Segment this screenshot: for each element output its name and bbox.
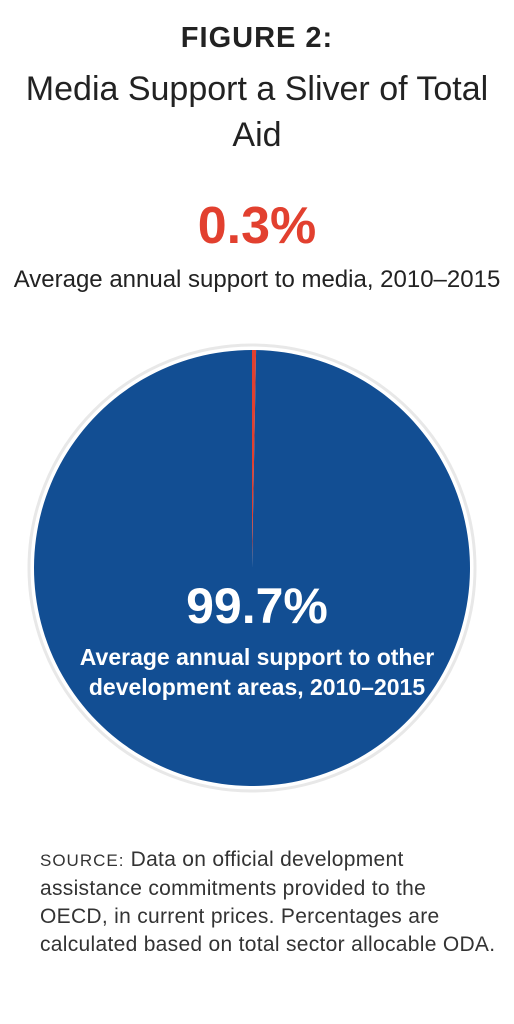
pie-slices <box>34 350 471 786</box>
chart-title: Media Support a Sliver of Total Aid <box>25 70 489 154</box>
media-slice-label: Average annual support to media, 2010–20… <box>13 266 501 293</box>
other-slice-label: Average annual support to other developm… <box>79 644 435 700</box>
other-slice-percent: 99.7% <box>186 578 328 634</box>
source-prefix: SOURCE: <box>40 851 125 870</box>
figure-label: FIGURE 2: <box>180 22 334 54</box>
source-note: SOURCE: Data on official development ass… <box>40 846 500 959</box>
pie-slice-media <box>252 350 257 568</box>
source-text: Data on official development assistance … <box>40 848 496 956</box>
media-slice-percent: 0.3% <box>197 197 317 255</box>
pie-slice-other <box>34 350 471 786</box>
